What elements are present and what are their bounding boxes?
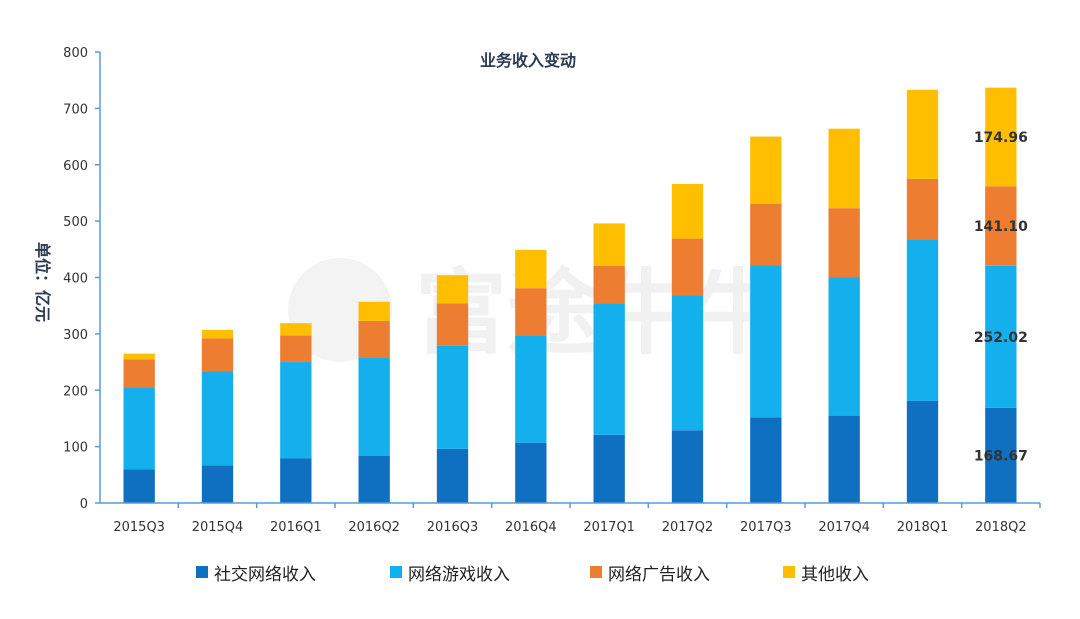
bar-segment-2018Q2-s3	[985, 87, 1017, 187]
bar-segment-2016Q1-s1	[280, 362, 312, 459]
x-tick-label: 2016Q3	[427, 520, 479, 535]
bar-segment-2016Q2-s0	[358, 455, 390, 503]
bar-segment-2017Q4-s2	[828, 208, 860, 278]
bar-segment-2017Q3-s1	[750, 265, 782, 418]
data-label: 168.67	[974, 448, 1028, 464]
bar-segment-2016Q3-s3	[436, 275, 469, 304]
bar-segment-2016Q2-s2	[358, 320, 390, 358]
bar-segment-2016Q3-s0	[436, 448, 469, 503]
x-tick-label: 2015Q4	[192, 520, 244, 535]
x-tick-label: 2018Q1	[897, 520, 949, 535]
x-tick-label: 2016Q2	[348, 520, 400, 535]
bar-segment-2015Q4-s2	[201, 338, 234, 372]
bar-segment-2015Q3-s3	[123, 353, 155, 360]
bar-segment-2018Q1-s3	[906, 89, 939, 179]
bar-segment-2017Q2-s2	[671, 238, 704, 296]
y-tick-label: 700	[63, 102, 88, 117]
x-tick-label: 2016Q4	[505, 520, 557, 535]
bar-segment-2018Q1-s2	[906, 178, 939, 240]
bar-segment-2018Q2-s0	[985, 407, 1017, 503]
y-tick-label: 300	[63, 328, 88, 343]
y-axis: 0 100 200 300 400 500 600 700 800	[63, 46, 101, 512]
x-tick-label: 2016Q1	[270, 520, 322, 535]
bar-segment-2016Q3-s1	[436, 345, 469, 449]
bar-segment-2017Q4-s1	[828, 277, 860, 416]
y-tick-label: 500	[63, 215, 88, 230]
data-label: 252.02	[974, 330, 1028, 346]
bar-segment-2016Q4-s3	[515, 249, 547, 289]
bar-segment-2018Q2-s2	[985, 186, 1017, 266]
bar-segment-2016Q2-s1	[358, 357, 390, 456]
bar-segment-2017Q3-s3	[750, 136, 782, 204]
bar-segment-2018Q1-s1	[906, 239, 939, 401]
bar-segment-2016Q2-s3	[358, 301, 390, 321]
bar-segment-2017Q1-s2	[593, 265, 625, 304]
bar-segment-2016Q1-s3	[280, 323, 312, 336]
bar-segment-2017Q2-s1	[671, 295, 704, 431]
bar-segment-2017Q2-s0	[671, 430, 704, 503]
x-tick-label: 2015Q3	[113, 520, 165, 535]
bar-segment-2016Q3-s2	[436, 303, 469, 346]
y-axis-label: 单位：亿元	[33, 242, 52, 322]
legend: 社交网络收入 网络游戏收入 网络广告收入 其他收入	[196, 565, 869, 585]
bar-segment-2015Q3-s2	[123, 359, 155, 388]
y-tick-label: 200	[63, 384, 88, 399]
bar-segment-2015Q3-s1	[123, 387, 155, 470]
legend-swatch	[390, 566, 402, 578]
legend-swatch	[196, 566, 208, 578]
data-labels: 168.67 252.02 141.10 174.96	[974, 130, 1028, 464]
x-axis: 2015Q3 2015Q4 2016Q1 2016Q2 2016Q3 2016Q4 2017…	[100, 502, 1041, 535]
bar-segment-2016Q4-s0	[515, 442, 547, 503]
bars	[123, 87, 1017, 503]
bar-segment-2015Q4-s0	[201, 465, 234, 503]
y-tick-label: 100	[63, 441, 88, 456]
bar-segment-2018Q2-s1	[985, 265, 1017, 408]
chart-title: 业务收入变动	[480, 51, 576, 70]
bar-segment-2015Q4-s3	[201, 329, 234, 339]
x-tick-label: 2017Q4	[818, 520, 870, 535]
x-tick-label: 2017Q2	[662, 520, 714, 535]
legend-swatch	[590, 566, 602, 578]
bar-segment-2016Q4-s2	[515, 288, 547, 336]
bar-segment-2016Q1-s2	[280, 335, 312, 363]
bar-segment-2015Q4-s1	[201, 371, 234, 466]
bar-segment-2017Q1-s0	[593, 434, 625, 503]
bar-segment-2017Q3-s2	[750, 203, 782, 266]
bar-segment-2016Q4-s1	[515, 335, 547, 443]
bar-segment-2017Q4-s0	[828, 415, 860, 503]
bar-segment-2017Q1-s1	[593, 303, 625, 435]
bar-segment-2017Q2-s3	[671, 183, 704, 239]
data-label: 141.10	[974, 219, 1028, 235]
bar-segment-2016Q1-s0	[280, 458, 312, 503]
bar-segment-2017Q4-s3	[828, 128, 860, 209]
bar-segment-2017Q3-s0	[750, 417, 782, 503]
bar-segment-2017Q1-s3	[593, 223, 625, 266]
y-tick-label: 600	[63, 159, 88, 174]
y-tick-label: 800	[63, 46, 88, 61]
legend-label: 其他收入	[801, 565, 869, 585]
legend-label: 社交网络收入	[214, 565, 316, 585]
bar-segment-2015Q3-s0	[123, 469, 155, 503]
y-tick-label: 400	[63, 272, 88, 287]
legend-label: 网络游戏收入	[408, 565, 510, 585]
bar-segment-2018Q1-s0	[906, 400, 939, 503]
legend-label: 网络广告收入	[608, 565, 710, 585]
legend-swatch	[783, 566, 795, 578]
x-tick-label: 2018Q2	[975, 520, 1027, 535]
y-tick-label: 0	[80, 497, 88, 512]
data-label: 174.96	[974, 130, 1028, 146]
x-tick-label: 2017Q3	[740, 520, 792, 535]
x-tick-label: 2017Q1	[583, 520, 635, 535]
